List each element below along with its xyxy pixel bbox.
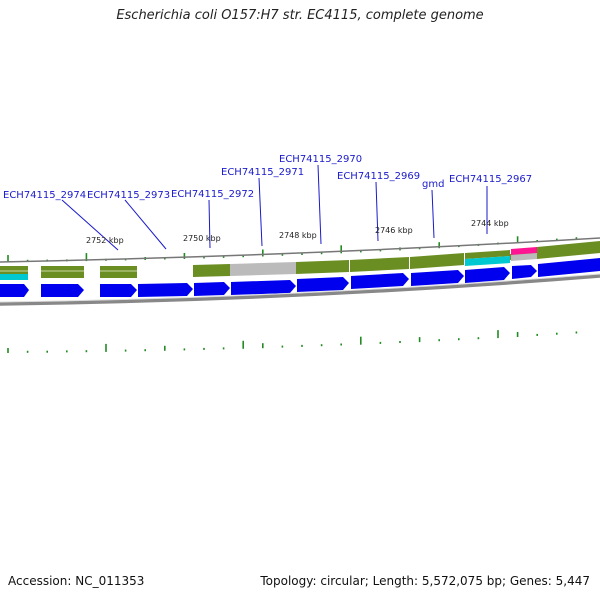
position-label: 2750 kbp <box>183 234 221 243</box>
backbone-inner-arc-highlight <box>0 273 600 303</box>
cyan-feature <box>0 274 28 280</box>
grey-region <box>511 253 537 261</box>
backbone-inner-arc <box>0 274 600 306</box>
gene-label: gmd <box>422 179 444 190</box>
magenta-feature <box>511 247 537 255</box>
gene-arrow <box>465 267 510 283</box>
gene-arrow <box>194 282 230 296</box>
feature-track-olive <box>0 241 600 278</box>
accession-text: Accession: NC_011353 <box>8 574 145 588</box>
gene-label: ECH74115_2974 <box>3 190 86 201</box>
feature-block <box>100 266 137 278</box>
leader-line <box>124 199 167 250</box>
feature-block <box>537 241 600 259</box>
gene-arrow <box>138 283 193 297</box>
gene-labels: ECH74115_2974 ECH74115_2973 ECH74115_297… <box>3 154 532 201</box>
gene-label: ECH74115_2972 <box>171 189 254 200</box>
gene-label: ECH74115_2973 <box>87 190 170 201</box>
feature-block <box>41 266 84 278</box>
gene-label: ECH74115_2970 <box>279 154 362 165</box>
feature-block <box>350 257 409 272</box>
position-label: 2752 kbp <box>86 236 124 245</box>
label-leaders <box>61 164 488 251</box>
leader-line <box>61 199 119 251</box>
leader-line <box>208 199 211 249</box>
gene-track <box>0 258 600 297</box>
leader-line <box>258 177 263 247</box>
leader-line <box>431 189 435 239</box>
gene-label: ECH74115_2969 <box>337 171 420 182</box>
gene-arrow <box>0 284 29 297</box>
genome-title: Escherichia coli O157:H7 str. EC4115, co… <box>116 8 484 23</box>
gene-arrow <box>538 258 600 277</box>
gene-arrow <box>351 273 409 289</box>
gene-arrow <box>100 284 137 297</box>
leader-line <box>317 164 322 245</box>
gene-arrow <box>41 284 84 297</box>
gene-arrow <box>297 277 349 292</box>
leader-line <box>375 181 379 242</box>
feature-block <box>410 253 464 269</box>
grey-region <box>230 262 296 276</box>
gene-label: ECH74115_2971 <box>221 167 304 178</box>
position-label: 2746 kbp <box>375 226 413 235</box>
feature-block <box>193 264 230 277</box>
gene-arrow <box>411 270 464 286</box>
genome-summary-text: Topology: circular; Length: 5,572,075 bp… <box>260 574 590 588</box>
gene-label: ECH74115_2967 <box>449 174 532 185</box>
gene-arrow <box>231 280 296 295</box>
position-labels: 2752 kbp 2750 kbp 2748 kbp 2746 kbp 2744… <box>86 219 509 245</box>
gene-arrow <box>512 265 537 279</box>
cyan-feature <box>465 256 510 266</box>
feature-block <box>296 260 349 274</box>
position-label: 2744 kbp <box>471 219 509 228</box>
position-label: 2748 kbp <box>279 231 317 240</box>
tick-track-bottom <box>7 330 578 353</box>
backbone-outer-arc <box>0 237 600 263</box>
